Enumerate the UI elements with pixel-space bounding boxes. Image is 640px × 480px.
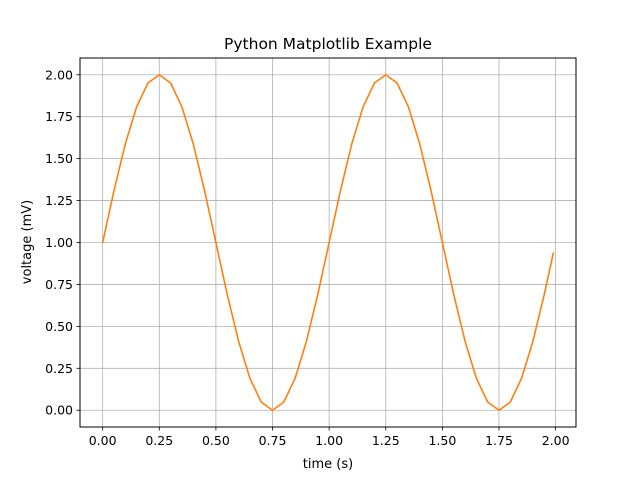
x-tick-label: 1.25 (372, 433, 400, 448)
y-tick-label: 0.25 (45, 361, 73, 376)
grid (80, 58, 576, 427)
x-tick-label: 0.00 (89, 433, 117, 448)
x-tick-label: 1.50 (428, 433, 456, 448)
x-tick-label: 0.25 (145, 433, 173, 448)
x-tick-label: 1.75 (485, 433, 513, 448)
y-tick-label: 0.00 (45, 403, 73, 418)
y-tick-label: 2.00 (45, 67, 73, 82)
x-tick-label: 0.75 (259, 433, 287, 448)
y-tick-label: 1.00 (45, 235, 73, 250)
chart-title: Python Matplotlib Example (224, 35, 432, 53)
y-tick-label: 1.75 (45, 109, 73, 124)
y-tick-label: 1.25 (45, 193, 73, 208)
x-tick-label: 1.00 (315, 433, 343, 448)
y-axis-title: voltage (mV) (20, 200, 35, 284)
y-tick-label: 1.50 (45, 151, 73, 166)
x-tick-label: 0.50 (202, 433, 230, 448)
x-tick-label: 2.00 (542, 433, 570, 448)
x-axis-title: time (s) (303, 457, 353, 472)
series-line (101, 73, 555, 412)
x-axis-ticks: 0.00 0.25 0.50 0.75 1.00 1.25 1.50 1.75 2.00 (89, 427, 570, 448)
plot-series (101, 73, 555, 412)
y-axis-ticks: 0.00 0.25 0.50 0.75 1.00 1.25 1.50 1.75 2.00 (45, 67, 80, 418)
y-tick-label: 0.50 (45, 319, 73, 334)
y-tick-label: 0.75 (45, 277, 73, 292)
